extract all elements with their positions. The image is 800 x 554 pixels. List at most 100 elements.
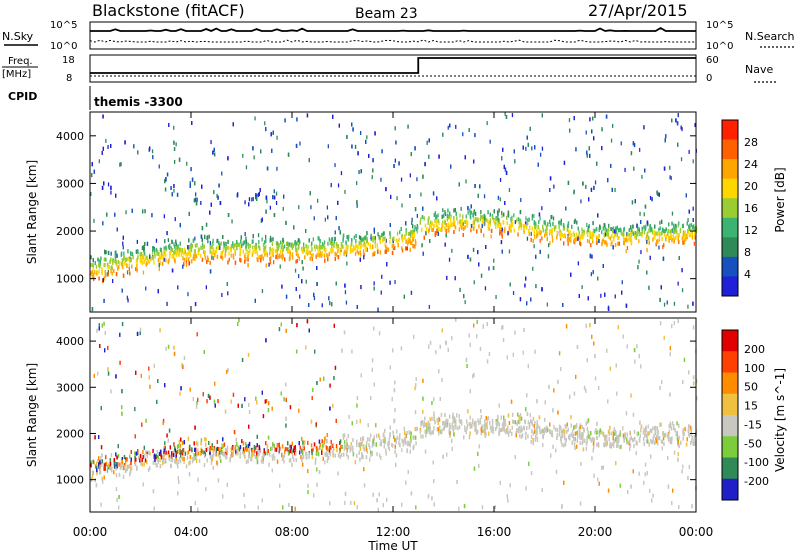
power-pixel [607, 232, 609, 237]
power-pixel [337, 248, 339, 253]
power-pixel [442, 222, 444, 227]
power-pixel [265, 238, 267, 243]
power-pixel [269, 246, 271, 251]
power-pixel [444, 242, 446, 247]
power-pixel [587, 228, 589, 232]
power-pixel [174, 259, 176, 264]
power-pixel [568, 237, 570, 242]
power-pixel [284, 257, 286, 262]
colorbar-tick-label: 28 [744, 136, 758, 149]
power-pixel [252, 245, 254, 250]
power-pixel [464, 225, 466, 230]
power-pixel [194, 236, 196, 241]
power-pixel [451, 222, 453, 227]
power-pixel [673, 223, 675, 228]
power-pixel [184, 247, 186, 252]
power-pixel [684, 235, 686, 240]
power-pixel [652, 237, 654, 242]
power-pixel [327, 254, 329, 259]
power-pixel [158, 164, 160, 169]
power-pixel [683, 238, 685, 243]
power-pixel [587, 225, 590, 230]
power-pixel [211, 255, 213, 260]
power-pixel [317, 198, 319, 203]
power-pixel [208, 234, 210, 239]
power-pixel [363, 255, 365, 260]
cpid-label: CPID [8, 90, 37, 103]
power-pixel [117, 266, 119, 271]
y-tick-label: 2000 [56, 225, 84, 238]
power-pixel [591, 236, 594, 241]
power-pixel [361, 243, 363, 247]
power-pixel [190, 259, 193, 264]
power-pixel [374, 251, 376, 256]
power-pixel [681, 236, 683, 241]
power-pixel [408, 232, 410, 236]
nsky-tick-bottom: 10^0 [50, 41, 77, 52]
power-pixel [275, 249, 277, 254]
power-pixel [593, 185, 595, 190]
power-pixel [546, 302, 548, 307]
power-pixel [489, 218, 491, 223]
power-pixel [684, 232, 686, 237]
power-pixel [564, 233, 566, 237]
power-pixel [95, 264, 98, 269]
power-pixel [373, 229, 375, 234]
power-pixel [372, 236, 374, 241]
power-pixel [680, 157, 683, 162]
power-pixel [532, 239, 534, 243]
power-pixel [372, 238, 374, 243]
power-pixel [219, 242, 221, 247]
power-pixel [397, 239, 399, 244]
power-pixel [257, 258, 259, 263]
power-pixel [260, 255, 262, 260]
power-pixel [483, 213, 485, 218]
power-pixel [582, 233, 584, 238]
power-ylabel: Slant Range [km] [25, 160, 39, 264]
power-pixel [352, 248, 354, 253]
power-pixel [297, 253, 299, 258]
power-pixel [585, 184, 587, 189]
power-pixel [661, 227, 664, 232]
power-pixel [143, 245, 145, 250]
power-pixel [121, 258, 123, 263]
power-pixel [641, 226, 643, 231]
power-pixel [221, 293, 223, 297]
power-pixel [404, 246, 407, 251]
power-pixel [428, 154, 430, 159]
power-pixel [317, 252, 319, 257]
power-pixel [656, 239, 659, 244]
power-pixel [657, 191, 659, 196]
power-pixel [611, 187, 613, 192]
power-pixel [554, 225, 557, 229]
power-pixel [196, 197, 198, 202]
power-pixel [147, 258, 149, 263]
power-pixel [337, 255, 340, 260]
power-pixel [641, 174, 643, 179]
nave-label: Nave [745, 63, 773, 76]
power-pixel [566, 227, 569, 232]
nsky-tick-top: 10^5 [50, 20, 77, 31]
power-pixel [630, 238, 632, 243]
power-pixel [104, 250, 106, 255]
power-pixel [596, 161, 598, 166]
power-pixel [362, 237, 364, 242]
power-pixel [485, 245, 487, 249]
power-pixel [120, 251, 123, 256]
power-pixel [302, 266, 304, 271]
power-pixel [603, 232, 605, 237]
power-pixel [579, 242, 582, 247]
power-pixel [598, 239, 600, 243]
power-pixel [621, 280, 623, 285]
power-pixel [141, 261, 144, 265]
power-pixel [682, 240, 684, 245]
power-pixel [473, 210, 475, 215]
power-pixel [416, 229, 418, 234]
power-pixel [436, 219, 438, 224]
power-pixel [430, 223, 433, 228]
power-pixel [299, 141, 301, 146]
power-pixel [476, 218, 478, 223]
power-pixel [116, 253, 118, 258]
power-pixel [531, 146, 533, 151]
power-pixel [270, 132, 272, 137]
